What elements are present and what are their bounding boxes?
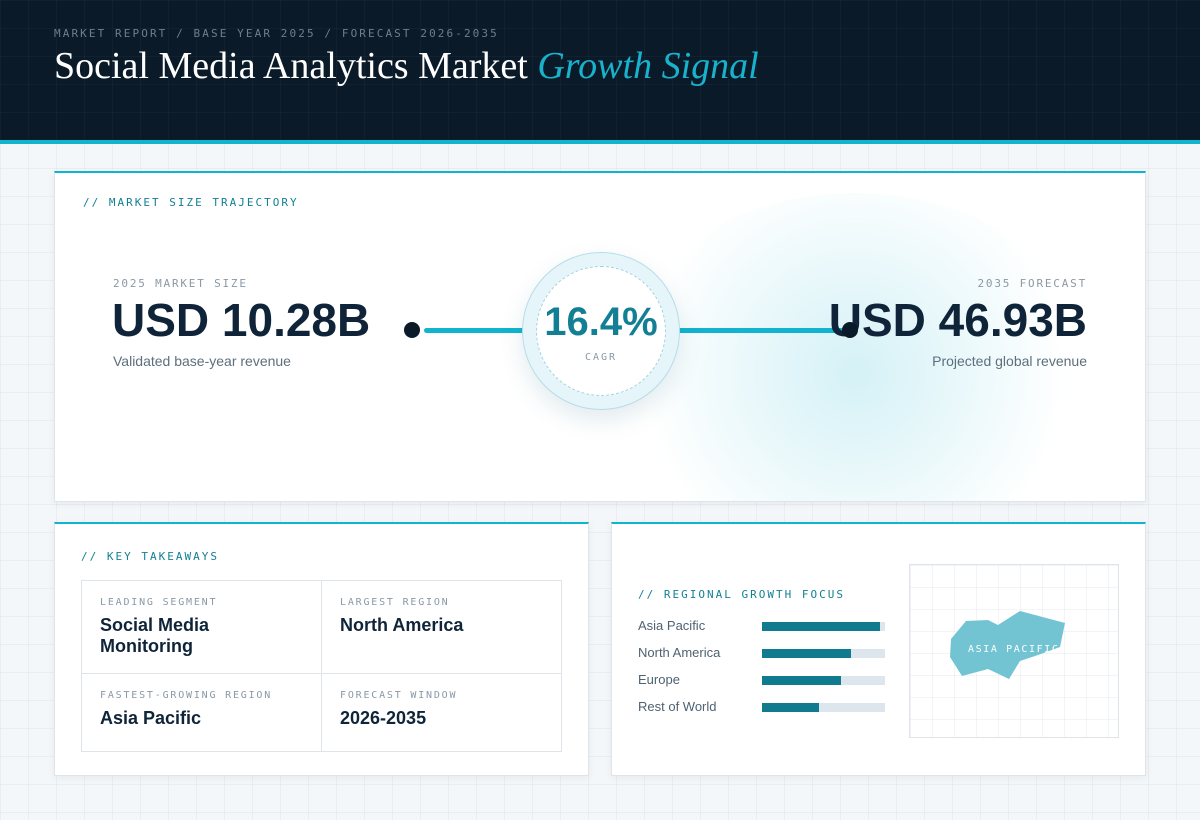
takeaway-label: FASTEST-GROWING REGION <box>100 690 273 701</box>
regional-section-label: // REGIONAL GROWTH FOCUS <box>638 588 845 601</box>
region-bar-fill <box>762 676 841 685</box>
region-bar-fill <box>762 622 881 631</box>
takeaway-value: 2026-2035 <box>340 708 427 728</box>
region-bar-row: Europe <box>638 672 888 688</box>
title-main: Social Media Analytics Market <box>54 45 528 87</box>
forecast-value: USD 46.93B <box>828 294 1087 346</box>
cagr-value: 16.4% <box>544 300 658 344</box>
region-bar-row: North America <box>638 645 888 661</box>
forecast-label: 2035 FORECAST <box>977 277 1087 290</box>
map-region-label: ASIA PACIFIC <box>968 644 1060 655</box>
region-bar-row: Asia Pacific <box>638 618 888 634</box>
title-accent: Growth Signal <box>537 45 759 87</box>
region-name: Europe <box>638 672 680 687</box>
region-bar-row: Rest of World <box>638 699 888 715</box>
key-takeaways-card: // KEY TAKEAWAYS LEADING SEGMENT Social … <box>54 522 589 776</box>
takeaway-label: LEADING SEGMENT <box>100 597 218 608</box>
region-name: Asia Pacific <box>638 618 706 633</box>
page-header: MARKET REPORT / BASE YEAR 2025 / FORECAS… <box>0 0 1200 144</box>
report-eyebrow: MARKET REPORT / BASE YEAR 2025 / FORECAS… <box>54 27 499 40</box>
cagr-label: CAGR <box>584 352 618 363</box>
region-name: North America <box>638 645 721 660</box>
regional-growth-card: // REGIONAL GROWTH FOCUS Asia Pacific No… <box>611 522 1146 776</box>
market-size-trajectory-card: // MARKET SIZE TRAJECTORY 2025 MARKET SI… <box>54 171 1146 502</box>
takeaway-label: LARGEST REGION <box>340 597 450 608</box>
takeaway-value: Asia Pacific <box>100 708 202 728</box>
takeaway-value: Social Media Monitoring <box>100 615 210 656</box>
takeaway-fastest-growing-region: FASTEST-GROWING REGION Asia Pacific <box>82 674 322 751</box>
region-bar-track <box>762 676 885 685</box>
cagr-badge: 16.4% CAGR <box>522 252 680 410</box>
takeaway-leading-segment: LEADING SEGMENT Social Media Monitoring <box>82 581 322 674</box>
trajectory-section-label: // MARKET SIZE TRAJECTORY <box>83 196 299 209</box>
takeaway-forecast-window: FORECAST WINDOW 2026-2035 <box>322 674 561 751</box>
region-name: Rest of World <box>638 699 717 714</box>
trajectory-start-dot <box>404 322 420 338</box>
region-bar-track <box>762 649 885 658</box>
takeaway-value: North America <box>340 615 464 635</box>
base-year-label: 2025 MARKET SIZE <box>113 277 248 290</box>
region-bar-fill <box>762 703 819 712</box>
asia-pacific-map: ASIA PACIFIC <box>909 564 1119 738</box>
asia-pacific-region-shape <box>950 611 1065 679</box>
region-bar-track <box>762 703 885 712</box>
cagr-inner-circle: 16.4% CAGR <box>536 266 666 396</box>
forecast-note: Projected global revenue <box>932 353 1087 369</box>
forecast-glow <box>615 193 1095 501</box>
region-bar-track <box>762 622 885 631</box>
trajectory-end-dot <box>842 322 858 338</box>
base-year-value: USD 10.28B <box>112 294 371 346</box>
takeaway-label: FORECAST WINDOW <box>340 690 458 701</box>
takeaways-grid: LEADING SEGMENT Social Media Monitoring … <box>81 580 562 752</box>
asia-pacific-map-icon <box>950 611 1065 679</box>
base-year-note: Validated base-year revenue <box>113 353 291 369</box>
region-bar-fill <box>762 649 851 658</box>
takeaways-section-label: // KEY TAKEAWAYS <box>81 550 219 563</box>
takeaway-largest-region: LARGEST REGION North America <box>322 581 561 674</box>
page-title: Social Media Analytics Market Growth Sig… <box>54 42 759 90</box>
